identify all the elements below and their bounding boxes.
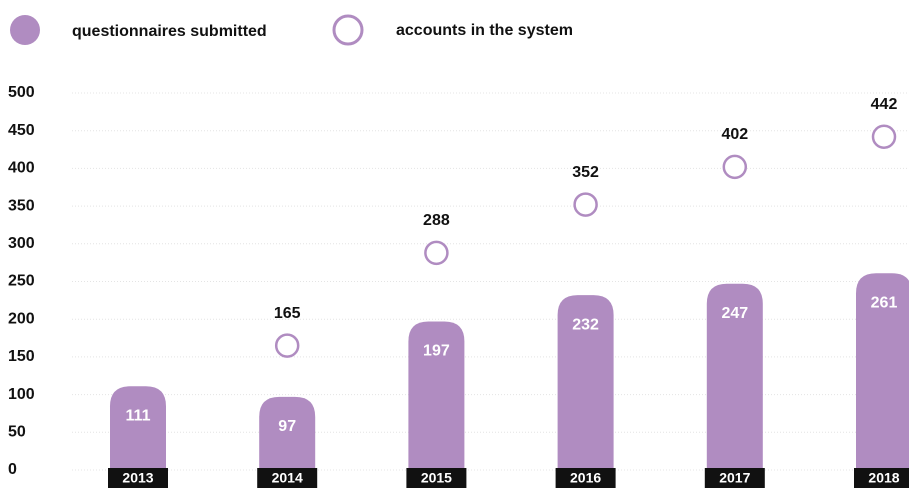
y-tick-label: 300 xyxy=(8,235,35,252)
y-tick-label: 450 xyxy=(8,122,35,139)
point xyxy=(424,240,449,266)
bar xyxy=(557,295,614,470)
bar xyxy=(408,321,465,470)
bar-value-label: 111 xyxy=(126,408,151,425)
bar-value-label: 261 xyxy=(871,294,898,311)
category-box xyxy=(854,468,909,488)
legend-label: questionnaires submitted xyxy=(72,23,267,40)
bar xyxy=(856,273,909,470)
y-tick-label: 50 xyxy=(8,424,26,441)
x-tick-label: 2017 xyxy=(719,470,750,486)
category-box xyxy=(555,468,616,488)
y-tick-label: 150 xyxy=(8,348,35,365)
point-value-label: 402 xyxy=(721,126,748,143)
bar-value-label: 197 xyxy=(423,343,450,360)
x-tick-label: 2015 xyxy=(421,470,452,486)
category-box xyxy=(257,468,318,488)
category-box xyxy=(108,468,168,488)
x-tick-label: 2018 xyxy=(868,470,899,486)
point xyxy=(274,333,300,358)
point-value-label: 352 xyxy=(572,164,599,181)
y-tick-label: 200 xyxy=(8,310,35,327)
point xyxy=(573,192,598,217)
category-box xyxy=(406,468,467,488)
legend-marker xyxy=(332,14,364,46)
point-value-label: 442 xyxy=(871,96,898,113)
point xyxy=(871,124,897,149)
bar-value-label: 232 xyxy=(572,316,599,333)
point xyxy=(722,154,748,180)
y-tick-label: 350 xyxy=(8,197,35,214)
bar xyxy=(259,396,316,470)
bar xyxy=(110,386,166,470)
category-box xyxy=(704,468,765,488)
x-tick-label: 2014 xyxy=(272,470,303,486)
legend-marker xyxy=(10,15,40,45)
bar xyxy=(706,283,763,470)
x-tick-label: 2013 xyxy=(122,470,153,486)
point-value-label: 288 xyxy=(423,212,450,229)
y-tick-label: 0 xyxy=(8,461,17,478)
y-tick-label: 500 xyxy=(8,84,35,101)
x-tick-label: 2016 xyxy=(570,470,601,486)
bar-value-label: 97 xyxy=(278,418,296,435)
y-tick-label: 250 xyxy=(8,273,35,290)
point-value-label: 165 xyxy=(274,305,301,322)
y-tick-label: 100 xyxy=(8,386,35,403)
legend-label: accounts in the system xyxy=(396,22,573,39)
bar-value-label: 247 xyxy=(721,305,748,322)
y-tick-label: 400 xyxy=(8,160,35,177)
